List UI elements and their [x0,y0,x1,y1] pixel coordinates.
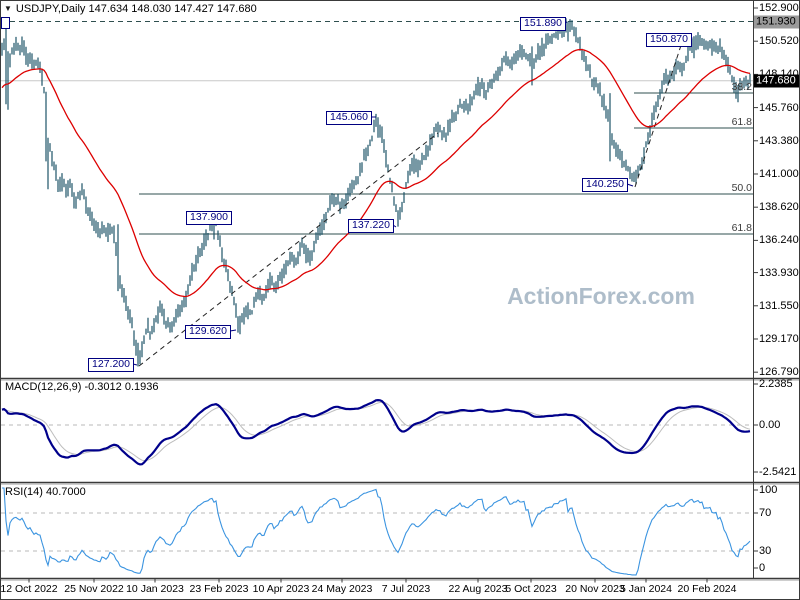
price-chart-canvas[interactable] [1,1,800,600]
chart-window: ▼ USDJPY,Daily 147.634 148.030 147.427 14… [0,0,800,600]
